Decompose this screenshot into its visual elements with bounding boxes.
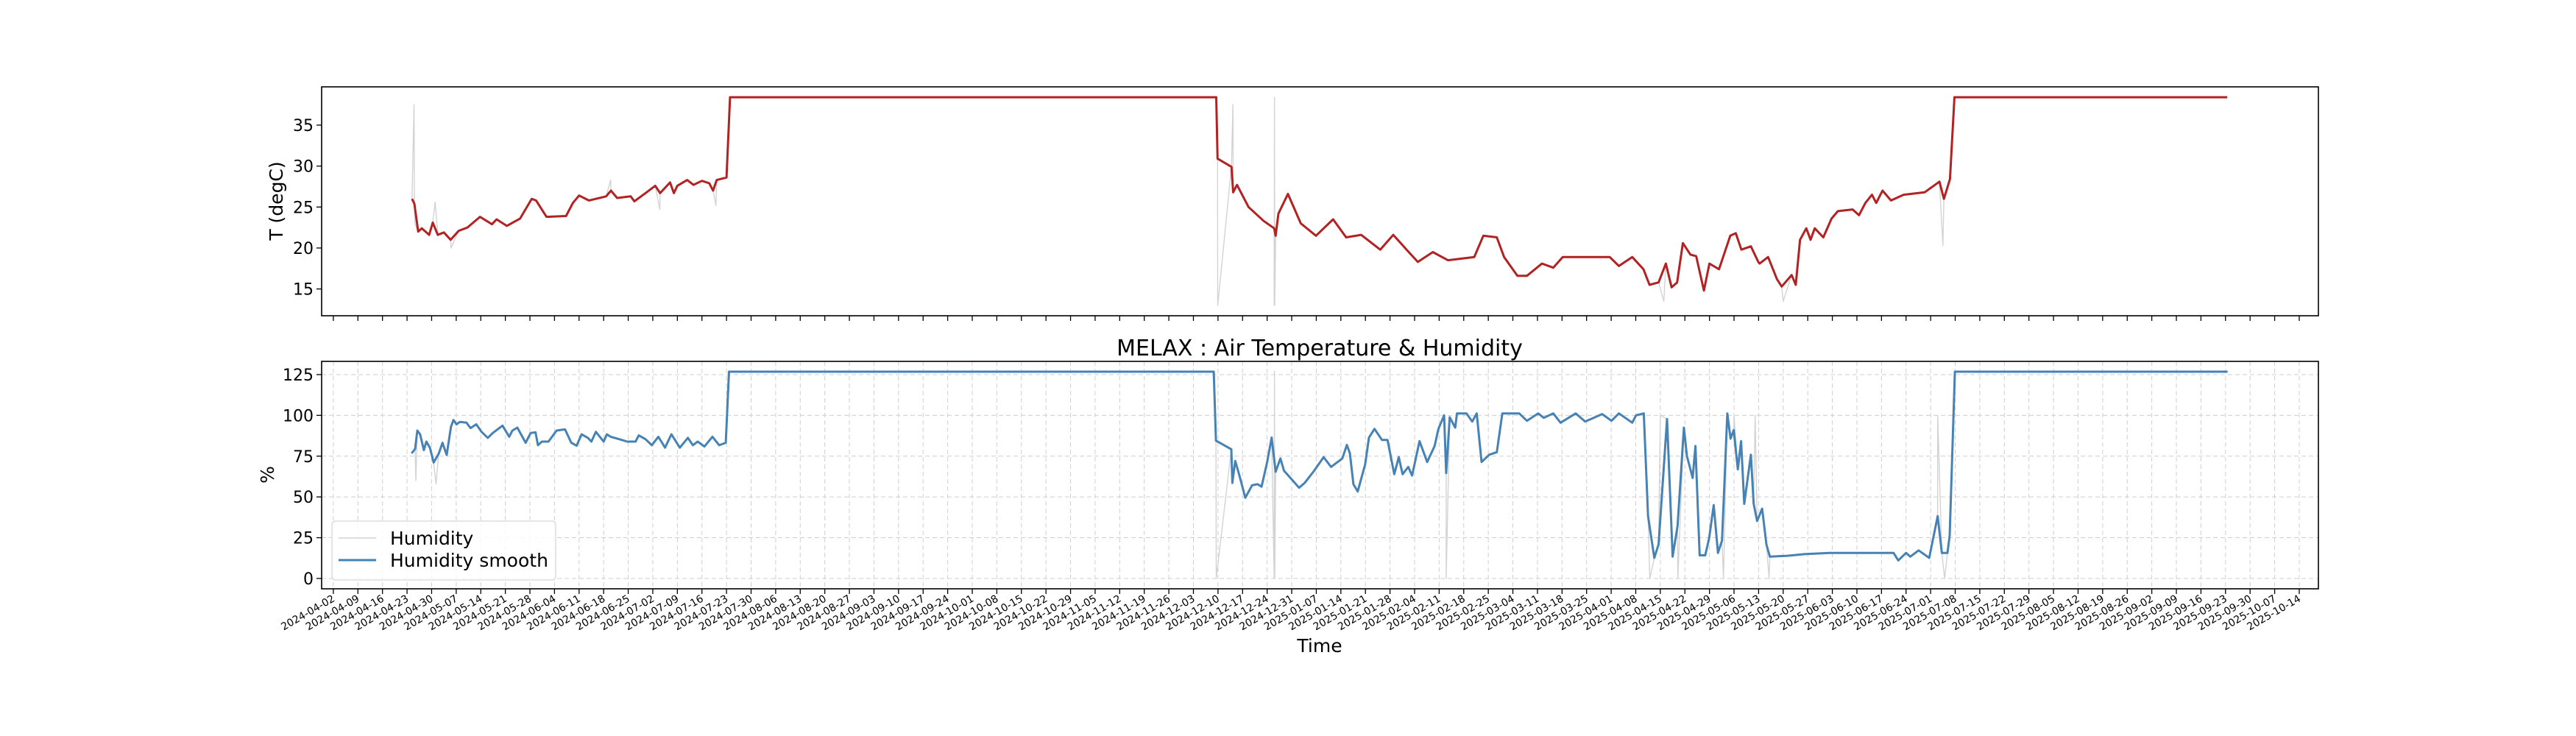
chart-title: MELAX : Air Temperature & Humidity [1117, 336, 1523, 361]
temperature-ticks: 15 20 25 30 35 [293, 117, 2300, 321]
x-axis-label: Time [1296, 635, 1342, 657]
y-tick-label: 0 [303, 570, 314, 589]
y-tick-label: 125 [283, 367, 314, 385]
legend-box [331, 520, 556, 581]
legend-humidity-label: Humidity [390, 528, 474, 549]
temperature-series [411, 96, 2228, 306]
y-tick-label: 50 [293, 489, 314, 507]
humidity-smooth-line [411, 370, 2228, 562]
humidity-y-axis-label: % [257, 466, 278, 484]
y-tick-label: 25 [293, 530, 314, 548]
temperature-axes-frame [321, 86, 2319, 316]
temperature-y-axis-label: T (degC) [266, 161, 287, 241]
humidity-series [411, 370, 2228, 579]
humidity-grid [322, 361, 2318, 589]
temperature-axes: 15 20 25 30 35 T (degC) [266, 86, 2319, 321]
y-tick-label: 75 [293, 448, 314, 467]
y-tick-label: 35 [293, 117, 314, 135]
y-tick-label: 20 [293, 240, 314, 258]
y-tick-label: 25 [293, 199, 314, 217]
legend: Humidity Humidity smooth [331, 520, 556, 581]
legend-humidity-smooth-label: Humidity smooth [390, 550, 548, 571]
y-tick-label: 15 [293, 281, 314, 300]
temperature-smooth-line [411, 96, 2228, 292]
humidity-axes-frame [321, 361, 2319, 590]
y-tick-label: 100 [283, 407, 314, 425]
y-tick-label: 30 [293, 158, 314, 177]
